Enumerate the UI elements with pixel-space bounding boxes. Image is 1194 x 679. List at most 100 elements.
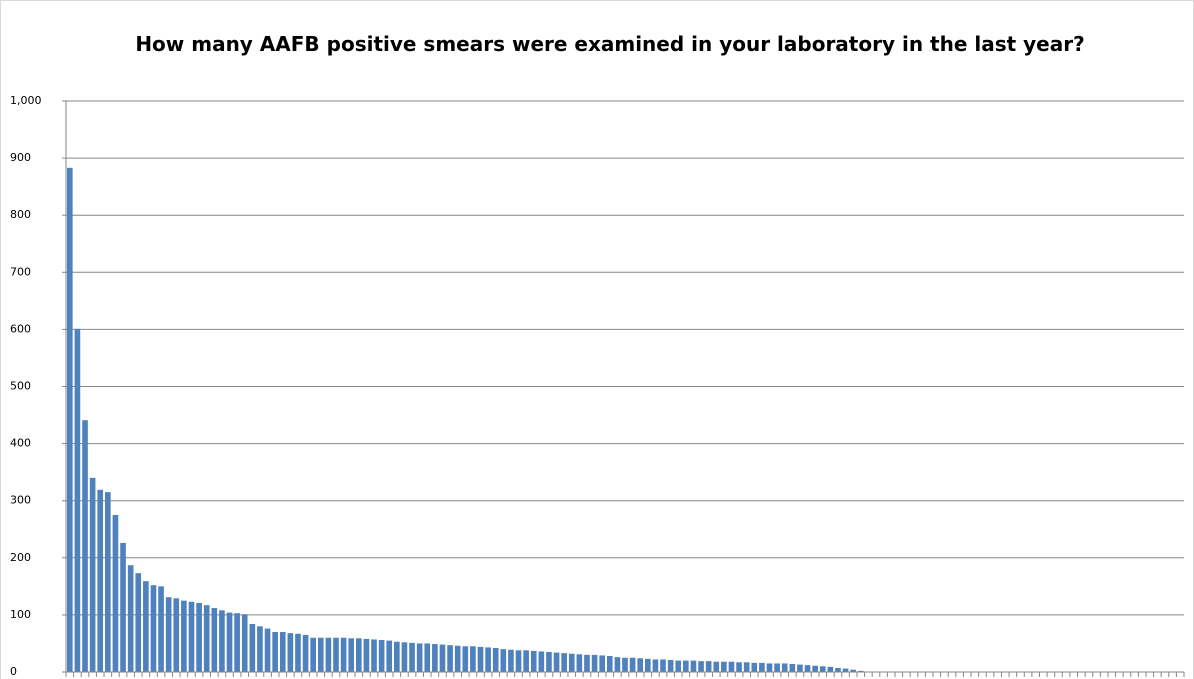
bar [386, 640, 393, 672]
bar [348, 638, 355, 672]
bar [728, 661, 735, 672]
bar [74, 328, 81, 672]
bar [310, 637, 316, 672]
bar [454, 645, 461, 672]
bar [279, 632, 286, 672]
bar [766, 663, 773, 672]
bar [606, 656, 613, 672]
bar [500, 649, 507, 672]
bar [416, 643, 423, 672]
bar [614, 657, 621, 672]
bar [333, 637, 339, 672]
bar [120, 542, 126, 672]
bar [683, 660, 689, 672]
bar [667, 660, 674, 672]
y-tick-label: 900 [10, 151, 31, 164]
bar [211, 608, 218, 672]
bar [394, 641, 400, 672]
bar [622, 657, 628, 672]
bar [546, 652, 552, 672]
bar [705, 661, 712, 672]
bar [789, 664, 796, 672]
bar [302, 634, 309, 672]
y-tick-label: 500 [10, 380, 31, 393]
bar [219, 610, 225, 672]
bar [751, 662, 758, 672]
y-tick-label: 200 [10, 551, 31, 564]
bar [523, 650, 529, 672]
bar [736, 662, 742, 672]
bar [553, 652, 560, 672]
bar [629, 657, 636, 672]
bar [447, 645, 453, 672]
bar [66, 167, 73, 672]
bar [424, 643, 431, 672]
bar [150, 585, 157, 672]
bar [637, 658, 644, 672]
bar [257, 626, 263, 672]
bar [492, 648, 499, 672]
bar [462, 646, 469, 672]
bar [264, 628, 271, 672]
bar [743, 662, 750, 672]
bar [340, 637, 347, 672]
bar [599, 655, 605, 672]
bar [835, 668, 841, 672]
bar [485, 647, 491, 672]
bar [698, 661, 704, 672]
bar [721, 661, 727, 672]
bar [226, 612, 233, 672]
y-tick-label: 600 [10, 322, 31, 335]
bar [317, 637, 324, 672]
bar [112, 514, 119, 672]
bar [158, 586, 164, 672]
y-tick-label: 100 [10, 608, 31, 621]
bar [105, 492, 111, 672]
bar [477, 646, 484, 672]
bar [234, 613, 240, 672]
bar [325, 637, 332, 672]
bar [196, 602, 202, 672]
chart-title: How many AAFB positive smears were exami… [135, 32, 1085, 56]
bar [439, 644, 446, 672]
bar [97, 489, 104, 672]
y-tick-label: 1,000 [10, 94, 42, 107]
bar [568, 653, 575, 672]
bar [165, 597, 172, 672]
bar [515, 650, 522, 672]
bar [371, 639, 377, 672]
bar [660, 659, 666, 672]
bar [797, 664, 803, 672]
bar [432, 644, 438, 672]
bar [812, 665, 818, 672]
bar [181, 600, 187, 672]
y-tick-label: 700 [10, 265, 31, 278]
bar [135, 573, 142, 672]
y-tick-label: 400 [10, 437, 31, 450]
bar [203, 605, 210, 672]
bar [143, 581, 149, 672]
bar [508, 649, 514, 672]
bar [713, 661, 720, 672]
bar [591, 654, 598, 672]
bar [690, 660, 697, 672]
bar [759, 662, 765, 672]
bar [355, 638, 362, 672]
bar [127, 565, 134, 672]
bar [561, 653, 567, 672]
bar [675, 660, 682, 672]
bar [363, 638, 370, 672]
bar [89, 477, 96, 672]
bar [827, 666, 834, 672]
bar [774, 663, 780, 672]
bar [804, 665, 811, 672]
bar [409, 642, 415, 672]
bar [645, 658, 651, 672]
bar [401, 642, 408, 672]
bar [781, 663, 788, 672]
bar [241, 614, 248, 672]
bar [470, 646, 476, 672]
